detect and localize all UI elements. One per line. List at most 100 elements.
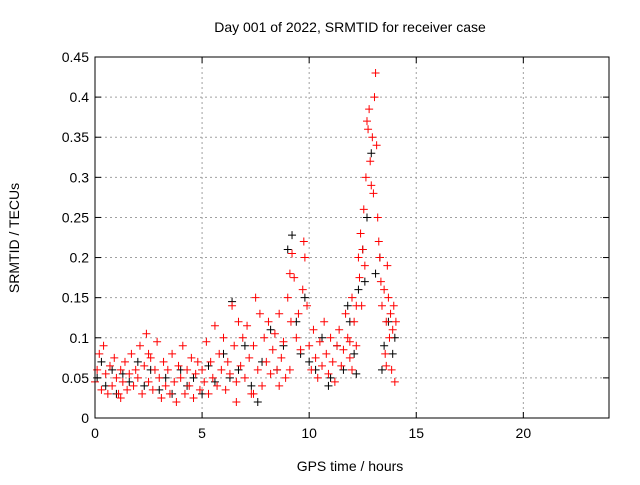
data-point-plus bbox=[303, 301, 312, 310]
data-point-plus bbox=[380, 341, 389, 350]
data-point-plus bbox=[270, 329, 279, 338]
x-tick-label: 5 bbox=[198, 425, 206, 441]
data-point-plus bbox=[234, 365, 243, 374]
data-point-plus bbox=[326, 373, 335, 382]
data-point-plus bbox=[260, 333, 269, 342]
data-point-plus bbox=[140, 381, 149, 390]
data-point-plus bbox=[283, 293, 292, 302]
data-point-plus bbox=[123, 385, 132, 394]
data-point-plus bbox=[354, 285, 363, 294]
data-point-plus bbox=[223, 357, 232, 366]
data-point-plus bbox=[258, 381, 267, 390]
data-point-plus bbox=[307, 365, 316, 374]
series-black bbox=[93, 149, 399, 406]
data-point-plus bbox=[103, 389, 112, 398]
data-point-plus bbox=[383, 261, 392, 270]
data-point-plus bbox=[309, 325, 318, 334]
data-point-plus bbox=[296, 345, 305, 354]
data-point-plus bbox=[140, 361, 149, 370]
data-point-plus bbox=[298, 285, 307, 294]
data-point-plus bbox=[148, 385, 157, 394]
data-point-plus bbox=[369, 189, 378, 198]
data-point-plus bbox=[275, 309, 284, 318]
data-point-plus bbox=[228, 301, 237, 310]
data-point-plus bbox=[253, 397, 262, 406]
data-point-plus bbox=[355, 273, 364, 282]
data-point-plus bbox=[388, 325, 397, 334]
data-point-plus bbox=[236, 361, 245, 370]
data-point-plus bbox=[360, 277, 369, 286]
data-point-plus bbox=[372, 141, 381, 150]
data-point-plus bbox=[133, 357, 142, 366]
data-point-plus bbox=[389, 301, 398, 310]
data-point-plus bbox=[251, 293, 260, 302]
data-point-plus bbox=[339, 365, 348, 374]
data-point-plus bbox=[283, 245, 292, 254]
data-point-plus bbox=[362, 117, 371, 126]
data-point-plus bbox=[225, 369, 234, 378]
data-point-plus bbox=[189, 393, 198, 402]
data-point-plus bbox=[360, 261, 369, 270]
y-tick-label: 0.15 bbox=[62, 290, 89, 306]
data-point-plus bbox=[189, 373, 198, 382]
data-point-plus bbox=[288, 231, 297, 240]
data-point-plus bbox=[202, 337, 211, 346]
axis-ticks: 0 5 10 15 20 0 0.05 0.1 0.15 0.2 0.25 0.3 0.35 0.4 0.4… bbox=[62, 49, 609, 441]
data-point-plus bbox=[324, 381, 333, 390]
data-point-plus bbox=[370, 93, 379, 102]
data-point-plus bbox=[352, 369, 361, 378]
x-tick-label: 10 bbox=[301, 425, 317, 441]
data-point-plus bbox=[356, 229, 365, 238]
data-point-plus bbox=[125, 369, 134, 378]
series-red bbox=[91, 69, 400, 406]
data-point-plus bbox=[161, 381, 170, 390]
y-tick-label: 0.3 bbox=[70, 169, 90, 185]
data-point-plus bbox=[135, 341, 144, 350]
data-point-plus bbox=[371, 269, 380, 278]
data-point-plus bbox=[170, 377, 179, 386]
data-point-plus bbox=[142, 329, 151, 338]
data-point-plus bbox=[200, 377, 209, 386]
data-point-plus bbox=[213, 381, 222, 390]
x-axis-label: GPS time / hours bbox=[297, 458, 404, 474]
data-point-plus bbox=[381, 349, 390, 358]
data-point-plus bbox=[374, 237, 383, 246]
data-point-plus bbox=[380, 285, 389, 294]
data-point-plus bbox=[240, 373, 249, 382]
data-point-plus bbox=[279, 337, 288, 346]
data-point-plus bbox=[305, 357, 314, 366]
data-point-plus bbox=[238, 333, 247, 342]
data-point-plus bbox=[385, 333, 394, 342]
x-tick-label: 20 bbox=[516, 425, 532, 441]
data-point-plus bbox=[180, 389, 189, 398]
data-point-plus bbox=[350, 317, 359, 326]
data-point-plus bbox=[101, 369, 110, 378]
data-point-plus bbox=[249, 341, 258, 350]
data-point-plus bbox=[266, 369, 275, 378]
data-point-plus bbox=[390, 377, 399, 386]
data-point-plus bbox=[221, 385, 230, 394]
data-point-plus bbox=[110, 353, 119, 362]
data-point-plus bbox=[368, 133, 377, 142]
x-tick-label: 15 bbox=[408, 425, 424, 441]
data-point-plus bbox=[364, 125, 373, 134]
data-points bbox=[91, 69, 400, 406]
data-point-plus bbox=[382, 317, 391, 326]
data-point-plus bbox=[116, 393, 125, 402]
data-point-plus bbox=[311, 353, 320, 362]
data-point-plus bbox=[208, 373, 217, 382]
data-point-plus bbox=[118, 377, 127, 386]
data-point-plus bbox=[198, 365, 207, 374]
data-point-plus bbox=[387, 365, 396, 374]
y-tick-label: 0 bbox=[81, 410, 89, 426]
data-point-plus bbox=[348, 293, 356, 302]
data-point-plus bbox=[376, 277, 385, 286]
data-point-plus bbox=[299, 237, 308, 246]
data-point-plus bbox=[277, 353, 286, 362]
data-point-plus bbox=[330, 377, 339, 386]
data-point-plus bbox=[373, 213, 382, 222]
data-point-plus bbox=[361, 173, 370, 182]
data-point-plus bbox=[178, 341, 187, 350]
data-point-plus bbox=[112, 373, 121, 382]
data-point-plus bbox=[275, 381, 284, 390]
